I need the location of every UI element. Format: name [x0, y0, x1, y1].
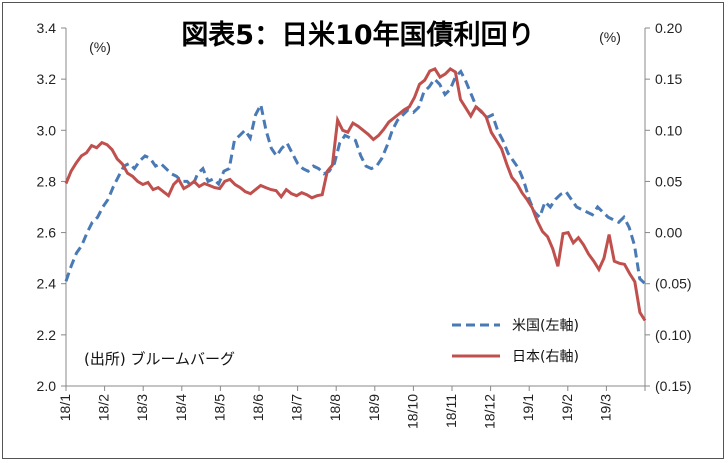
left-tick-label: 2.0	[37, 378, 57, 394]
left-tick-label: 2.6	[37, 225, 57, 241]
right-tick-label: 0.10	[655, 122, 682, 138]
left-tick-label: 3.2	[37, 71, 57, 87]
right-axis-unit: (%)	[599, 29, 621, 45]
legend-jp-label: 日本(右軸)	[512, 349, 579, 365]
x-tick-label: 19/1	[520, 394, 536, 421]
x-tick-label: 18/8	[327, 394, 343, 421]
x-tick-label: 18/12	[482, 394, 498, 429]
series-us-line	[64, 69, 647, 285]
legend-us-label: 米国(左軸)	[512, 318, 579, 334]
right-tick-label: (0.05)	[655, 276, 692, 292]
right-axis-ticks: (0.15) (0.10) (0.05) 0.00 0.05 0.10 0.15 0.20	[645, 20, 692, 394]
right-tick-label: 0.15	[655, 71, 682, 87]
x-tick-label: 18/11	[443, 394, 459, 428]
x-tick-label: 18/9	[366, 394, 382, 421]
right-tick-label: 0.20	[655, 20, 682, 36]
source-note: (出所) ブルームバーグ	[84, 350, 235, 368]
left-tick-label: 3.0	[37, 122, 57, 138]
right-tick-label: 0.00	[655, 225, 682, 241]
x-tick-label: 19/3	[597, 394, 613, 421]
x-tick-label: 18/3	[134, 394, 150, 421]
left-axis-unit: (%)	[89, 39, 111, 55]
right-tick-label: (0.15)	[655, 378, 692, 394]
x-tick-label: 18/6	[250, 394, 266, 421]
right-tick-label: (0.10)	[655, 327, 692, 343]
x-tick-label: 18/4	[173, 394, 189, 421]
right-tick-label: 0.05	[655, 173, 682, 189]
left-tick-label: 3.4	[37, 20, 57, 36]
left-tick-label: 2.4	[37, 276, 57, 292]
x-tick-label: 18/2	[96, 394, 112, 421]
left-axis-ticks: 2.0 2.2 2.4 2.6 2.8 3.0 3.2 3.4	[37, 20, 66, 394]
x-tick-label: 19/2	[559, 394, 575, 421]
x-tick-label: 18/5	[211, 394, 227, 421]
chart-title: 図表5：日米10年国債利回り	[181, 19, 534, 51]
legend: 米国(左軸) 日本(右軸)	[452, 318, 579, 365]
x-tick-label: 18/10	[404, 394, 420, 429]
left-tick-label: 2.2	[37, 327, 57, 343]
x-tick-label: 18/7	[289, 394, 305, 421]
series-jp-line	[64, 67, 647, 322]
x-tick-label: 18/1	[57, 394, 73, 421]
chart-frame	[2, 2, 724, 459]
x-axis-ticks: 18/1 18/2 18/3 18/4 18/5 18/6 18/7 18/8 18/9 18/1…	[57, 386, 646, 429]
left-tick-label: 2.8	[37, 173, 57, 189]
